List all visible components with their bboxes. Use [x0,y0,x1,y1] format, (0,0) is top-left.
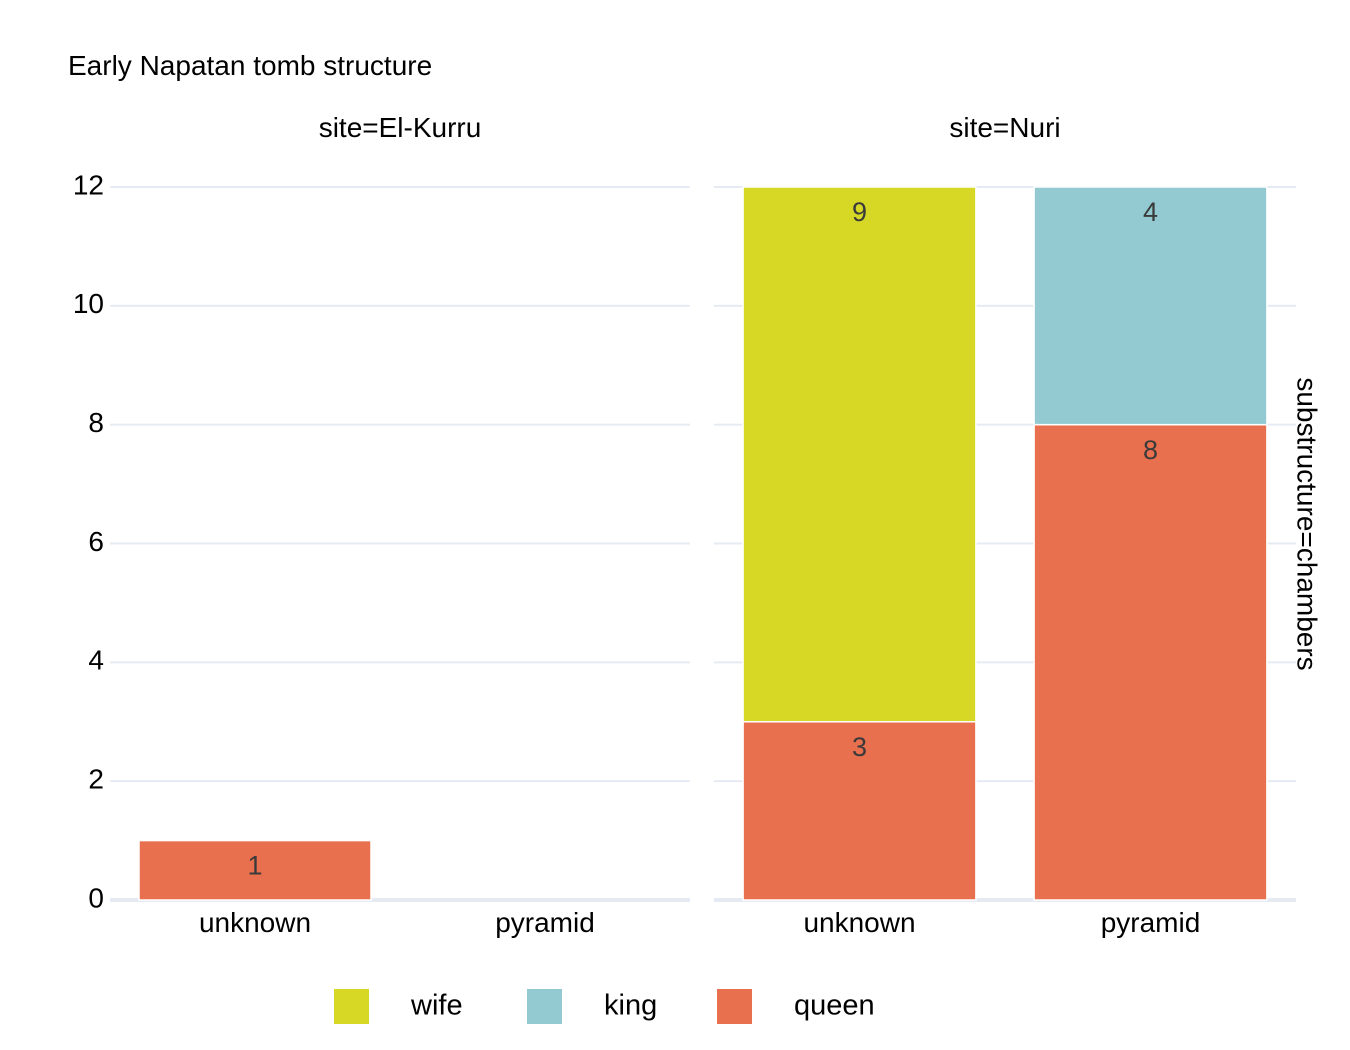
data-label: 8 [1143,435,1158,465]
y-tick-label: 2 [88,764,104,795]
legend-swatch-wife [334,989,369,1024]
legend: wife king queen [334,989,875,1024]
y-tick-label: 4 [88,645,104,676]
panel-1: site=Nuri unknown 3 9 pyramid 8 4 [742,112,1268,938]
chart-title: Early Napatan tomb structure [68,50,432,81]
legend-label: king [604,990,657,1022]
data-label: 4 [1143,197,1158,227]
bar-queen [138,839,372,901]
data-label: 9 [852,197,867,227]
facet-strip-label: site=Nuri [949,112,1060,143]
data-label: 3 [852,732,867,762]
legend-swatch-king [527,989,562,1024]
y-tick-label: 8 [88,407,104,438]
y-tick-label: 0 [88,882,104,913]
panels: site=El-Kurru unknown 1 pyramid site=Nuri unk… [138,112,1268,938]
legend-swatch-queen [717,989,752,1024]
facet-row-label: substructure=chambers [1292,377,1323,670]
y-tick-label: 12 [73,169,104,200]
panel-0: site=El-Kurru unknown 1 pyramid [138,112,595,938]
legend-label: queen [794,990,875,1022]
y-tick-label: 10 [73,288,104,319]
x-tick-label: pyramid [495,907,595,938]
x-tick-label: unknown [199,907,311,938]
bar-king [1033,186,1268,426]
y-axis-ticks: 0 2 4 6 8 10 12 [73,169,104,913]
legend-label: wife [410,990,463,1022]
x-tick-label: pyramid [1101,907,1201,938]
y-tick-label: 6 [88,526,104,557]
bar-wife [742,186,977,723]
facet-strip-label: site=El-Kurru [319,112,482,143]
bar-queen [1033,423,1268,901]
bar-queen [742,721,977,901]
x-tick-label: unknown [803,907,915,938]
data-label: 1 [247,851,262,881]
